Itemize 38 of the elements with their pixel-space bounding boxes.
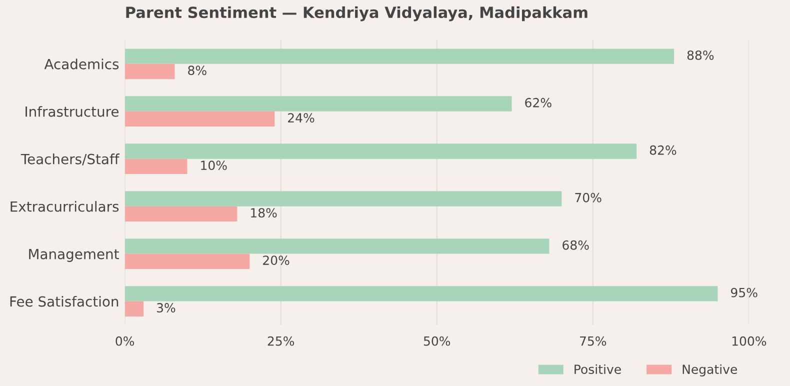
x-tick-label: 75% xyxy=(580,336,606,346)
y-tick-label: Management xyxy=(29,248,119,262)
legend-label: Positive xyxy=(574,364,621,374)
bar xyxy=(124,206,238,222)
bar xyxy=(124,286,718,302)
data-label: 20% xyxy=(263,256,290,266)
y-tick-label: Infrastructure xyxy=(26,106,119,117)
data-label: 10% xyxy=(201,160,227,170)
y-tick-label: Academics xyxy=(44,58,119,70)
data-label: 62% xyxy=(525,98,552,108)
bar xyxy=(124,238,550,254)
bar xyxy=(124,191,562,206)
bar xyxy=(124,48,674,64)
legend-label: Negative xyxy=(682,364,737,376)
data-label: 68% xyxy=(562,240,589,250)
bar xyxy=(124,144,637,159)
data-label: 95% xyxy=(731,288,758,298)
data-label: 82% xyxy=(650,145,676,155)
y-tick-label: Teachers/Staff xyxy=(20,154,120,166)
x-tick-label: 25% xyxy=(268,336,294,346)
data-label: 18% xyxy=(251,208,277,218)
data-label: 24% xyxy=(288,113,314,123)
x-tick-label: 0% xyxy=(116,336,134,346)
bar xyxy=(124,254,250,269)
chart-title: Parent Sentiment — Kendriya Vidyalaya, Madipakkam xyxy=(126,6,588,22)
bar xyxy=(124,158,188,174)
y-tick-label: Extracurriculars xyxy=(10,201,119,212)
bar xyxy=(124,111,275,127)
data-label: 88% xyxy=(687,50,714,60)
bar xyxy=(124,96,512,112)
data-label: 8% xyxy=(188,66,206,76)
data-label: 3% xyxy=(156,303,176,312)
bar xyxy=(124,301,144,316)
data-label: 70% xyxy=(575,192,602,202)
x-tick-label: 100% xyxy=(732,336,766,346)
x-tick-label: 50% xyxy=(424,336,450,346)
y-tick-label: Fee Satisfaction xyxy=(10,296,118,307)
bar xyxy=(124,64,175,80)
